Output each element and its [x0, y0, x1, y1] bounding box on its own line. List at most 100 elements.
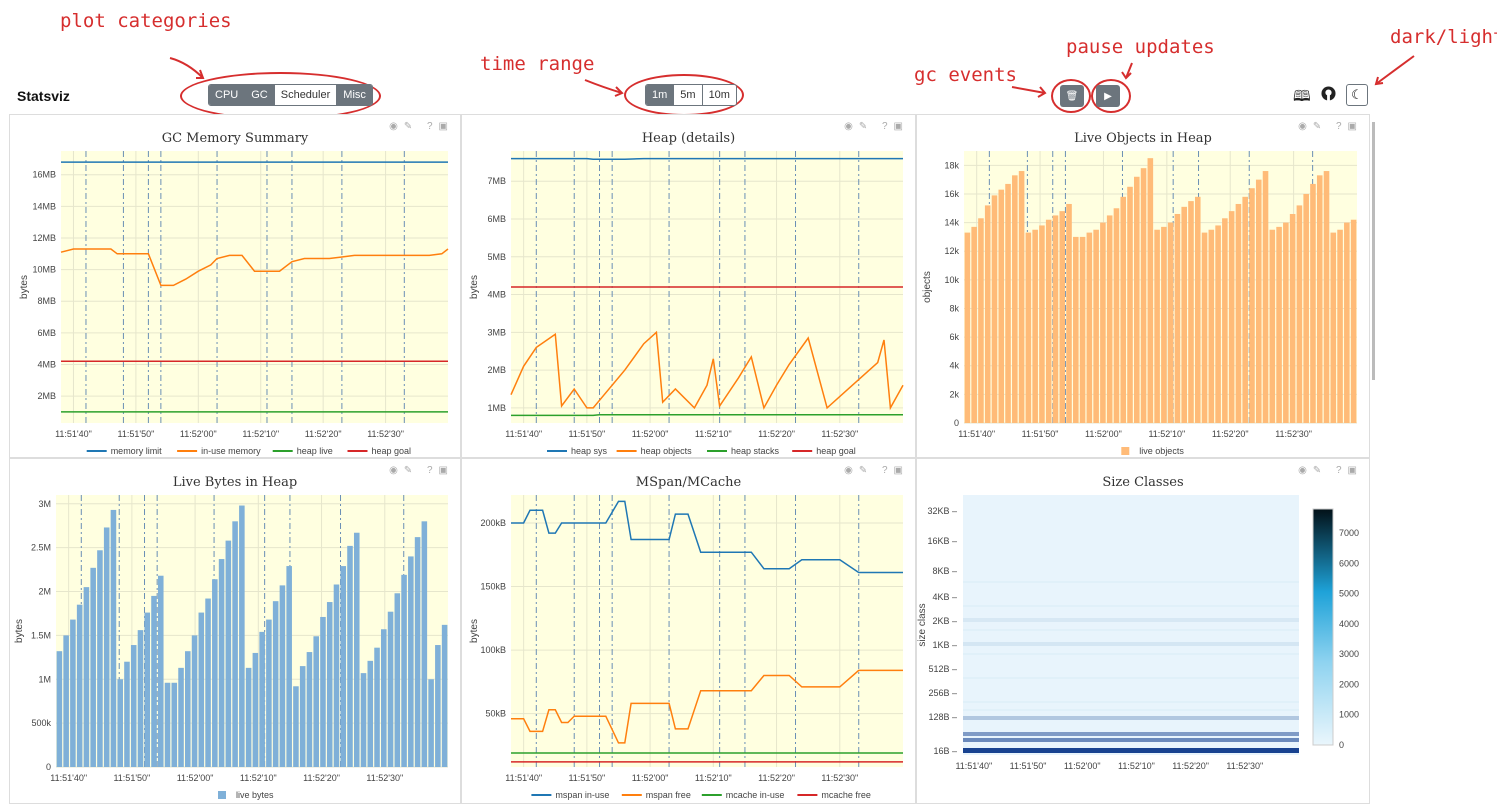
- bar: [1106, 215, 1113, 423]
- series-line-mspan-in-use: [511, 500, 903, 574]
- bar: [259, 631, 265, 767]
- category-gc-button[interactable]: GC: [244, 85, 274, 105]
- bar: [414, 537, 421, 767]
- y-tick-label: 3MB: [487, 327, 506, 337]
- colorbar-tick-label: 4000: [1339, 619, 1359, 629]
- bar: [387, 611, 394, 767]
- y-tick-label: 6MB: [37, 328, 56, 338]
- bar: [1079, 236, 1086, 423]
- modebar[interactable]: ◉✎ ?▣: [1298, 121, 1363, 132]
- category-scheduler-button[interactable]: Scheduler: [273, 85, 337, 105]
- category-cpu-button[interactable]: CPU: [209, 85, 245, 105]
- bar: [198, 612, 205, 767]
- y-tick-label: 16MB: [32, 170, 56, 180]
- x-tick-label: 11:51'50": [113, 773, 150, 783]
- x-tick-label: 11:51'50": [118, 429, 155, 439]
- y-tick-label: 200kB: [480, 518, 506, 528]
- range-10m-button[interactable]: 10m: [701, 85, 736, 105]
- bar: [130, 645, 137, 767]
- colorbar: [1312, 508, 1334, 746]
- x-tick-label: 11:52'30": [821, 429, 858, 439]
- pause-updates-button[interactable]: ▶: [1096, 85, 1120, 107]
- bar: [1289, 213, 1296, 423]
- bar: [171, 682, 178, 767]
- modebar[interactable]: ◉✎ ?▣: [1298, 465, 1363, 476]
- charts-grid: GC Memory Summary ◉✎ ?▣ 11:51'40" 11:51'5…: [9, 114, 1370, 804]
- bar: [239, 505, 245, 767]
- bar: [286, 566, 292, 767]
- y-tick-label: 2KB –: [932, 616, 957, 626]
- y-tick-label: 100kB: [480, 645, 506, 655]
- bar: [1059, 211, 1066, 423]
- x-tick-label: 11:51'50": [1010, 761, 1047, 771]
- category-misc-button[interactable]: Misc: [336, 85, 372, 105]
- bar: [1147, 158, 1154, 423]
- bar: [340, 566, 347, 767]
- bar: [1208, 229, 1215, 423]
- bar: [218, 559, 225, 767]
- legend-label: heap stacks: [731, 446, 780, 456]
- y-tick-label: 2k: [949, 389, 959, 399]
- chart-live-objects: 11:51'40" 11:51'50" 11:52'00" 11:52'10" 11:5…: [922, 151, 1357, 456]
- x-tick-label: 11:51'40": [50, 773, 87, 783]
- modebar[interactable]: ◉✎ ?▣: [389, 465, 454, 476]
- theme-toggle-button[interactable]: ☾: [1346, 84, 1368, 106]
- y-tick-label: 2MB: [487, 365, 506, 375]
- x-tick-label: 11:51'40": [955, 761, 992, 771]
- series-line-in-use-memory: [60, 248, 449, 287]
- heatmap-band: [963, 732, 1299, 736]
- y-tick-label: 14k: [944, 218, 959, 228]
- x-tick-label: 11:52'00": [1085, 429, 1122, 439]
- bar: [299, 666, 306, 767]
- book-icon[interactable]: 🕮: [1293, 88, 1311, 105]
- bar: [1161, 226, 1167, 423]
- modebar[interactable]: ◉✎ ?▣: [844, 465, 909, 476]
- bar: [293, 686, 299, 767]
- bar: [245, 667, 252, 767]
- legend-label: heap goal: [816, 446, 856, 456]
- bar: [320, 616, 326, 767]
- bar: [1249, 188, 1255, 423]
- github-icon[interactable]: [1321, 86, 1336, 105]
- bar: [421, 521, 428, 767]
- bar: [1045, 219, 1052, 423]
- y-axis-title: objects: [922, 271, 933, 303]
- modebar[interactable]: ◉✎ ?▣: [844, 121, 909, 132]
- y-tick-label: 2M: [38, 587, 51, 597]
- x-tick-label: 11:51'50": [568, 773, 605, 783]
- x-tick-label: 11:52'00": [632, 429, 669, 439]
- y-tick-label: 12MB: [32, 233, 56, 243]
- bar: [1194, 196, 1201, 423]
- legend-label: mspan in-use: [555, 790, 609, 800]
- bar: [1052, 215, 1059, 423]
- bar: [971, 226, 977, 423]
- y-tick-label: 10k: [944, 275, 959, 285]
- bar: [103, 527, 110, 767]
- chart-gc-memory-summary: 11:51'40" 11:51'50" 11:52'00" 11:52'10" 11:5…: [19, 151, 449, 456]
- legend-label: heap sys: [571, 446, 608, 456]
- bar: [225, 540, 232, 767]
- range-5m-button[interactable]: 5m: [673, 85, 702, 105]
- gc-events-button[interactable]: 🗑: [1060, 85, 1084, 107]
- bar: [360, 673, 367, 767]
- y-tick-label: 2MB: [37, 391, 56, 401]
- bar: [1262, 171, 1269, 423]
- x-tick-label: 11:52'10": [1118, 761, 1155, 771]
- panel-gc-memory-summary: GC Memory Summary ◉✎ ?▣ 11:51'40" 11:51'5…: [9, 114, 461, 458]
- y-tick-label: 0: [46, 762, 51, 772]
- x-tick-label: 11:52'10": [1148, 429, 1185, 439]
- scrollbar[interactable]: [1372, 122, 1375, 380]
- chart-title: Heap (details): [641, 131, 736, 146]
- bar: [428, 679, 434, 767]
- range-1m-button[interactable]: 1m: [646, 85, 674, 105]
- bar: [1269, 229, 1276, 423]
- bar: [374, 647, 380, 767]
- panel-size-classes: Size Classes ◉✎ ?▣ 16B – 128B – 256B – 512B…: [916, 458, 1370, 804]
- bar: [1005, 183, 1011, 423]
- panel-live-objects: Live Objects in Heap ◉✎ ?▣ 11:51'40" 11:5…: [916, 114, 1370, 458]
- bar: [1086, 232, 1093, 423]
- modebar[interactable]: ◉✎ ?▣: [389, 121, 454, 132]
- category-button-group: CPU GC Scheduler Misc: [208, 84, 373, 106]
- x-tick-label: 11:52'20": [305, 429, 342, 439]
- bar: [367, 660, 374, 767]
